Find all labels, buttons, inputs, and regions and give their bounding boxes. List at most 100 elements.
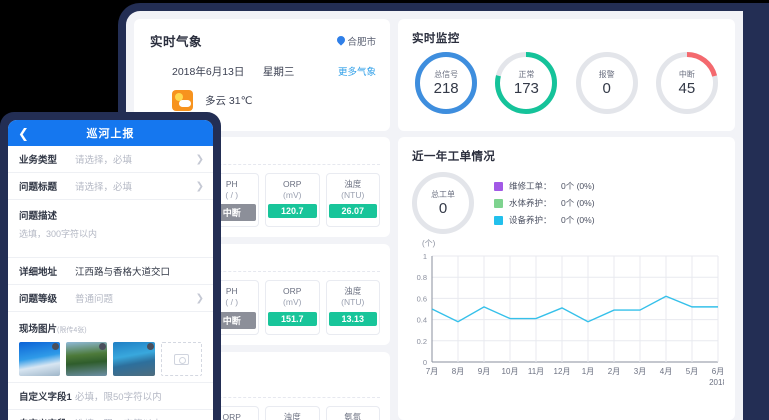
weather-header: 实时气象 合肥市 xyxy=(134,19,390,50)
form-row-value: 江西路与香格大道交口 xyxy=(75,267,171,278)
monitor-ring-value: 218 xyxy=(433,79,459,97)
workorder-total-ring: 总工单 0 xyxy=(412,172,474,234)
metric-card[interactable]: ORP (mV) 151.7 xyxy=(265,280,320,335)
metric-name: 氨氮 xyxy=(344,411,362,420)
workorder-legend-item: 维修工单： 0个 (0%) xyxy=(494,180,595,192)
add-photo-button[interactable] xyxy=(160,342,202,376)
more-weather-link[interactable]: 更多气象 xyxy=(337,67,376,78)
metric-unit: ( / ) xyxy=(225,296,239,307)
metric-value: 13.13 xyxy=(328,311,377,326)
legend-value: 0个 (0%) xyxy=(561,215,595,225)
chart-plot: 0 0.2 0.4 0.6 0.8 1 7月 8月 9月 10月 11月 12月 1月 2月 3月 4月 5月 6… xyxy=(406,248,728,401)
monitor-rings: 总信号 218 正常 173 报警 0 中断 45 xyxy=(398,46,735,114)
workorder-legend-item: 设备养护： 0个 (0%) xyxy=(494,214,595,226)
form-row[interactable]: 问题标题 请选择，必填 ❯ xyxy=(8,173,213,200)
metric-unit: ( / ) xyxy=(225,189,239,200)
monitor-ring-caption: 总信号 xyxy=(434,69,459,79)
chevron-right-icon: ❯ xyxy=(195,292,204,304)
location-pin-icon xyxy=(335,33,348,46)
mobile-title: 巡河上报 xyxy=(86,128,135,140)
photo-river-2[interactable] xyxy=(66,342,108,376)
form-row[interactable]: 详细地址 江西路与香格大道交口 xyxy=(8,258,213,285)
legend-name: 维修工单： xyxy=(509,181,552,191)
monitor-ring-label: 中断 45 xyxy=(656,52,718,114)
sun-cloud-icon xyxy=(172,90,193,111)
svg-text:1月: 1月 xyxy=(582,367,594,376)
site-photos-hint: (限传4张) xyxy=(57,327,87,334)
mobile-header: ❮ 巡河上报 xyxy=(8,120,213,146)
monitor-ring-label: 报警 0 xyxy=(576,52,638,114)
mobile-screen: ❮ 巡河上报 业务类型 请选择，必填 ❯ 问题标题 请选择，必填 ❯ 问题描述 选填，30… xyxy=(8,120,213,420)
metric-name: ORP xyxy=(283,179,302,189)
remove-icon[interactable] xyxy=(99,343,107,350)
monitor-ring-value: 0 xyxy=(602,79,611,97)
svg-text:3月: 3月 xyxy=(634,367,646,376)
weather-title: 实时气象 xyxy=(150,35,203,49)
legend-name: 设备养护： xyxy=(509,215,552,225)
legend-swatch-icon xyxy=(494,198,503,208)
remove-icon[interactable] xyxy=(52,343,60,350)
form-row[interactable]: 问题等级 普通问题 ❯ xyxy=(8,285,213,312)
form-row-label: 详细地址 xyxy=(19,267,58,278)
svg-text:0.2: 0.2 xyxy=(417,337,427,346)
form-row-value: 必填，限50字符以内 xyxy=(75,392,162,403)
site-photos-label: 现场图片 xyxy=(19,324,58,335)
problem-description-label: 问题描述 xyxy=(19,211,58,222)
form-row[interactable]: 自定义字段1 必填，限50字符以内 xyxy=(8,383,213,410)
monitor-ring-0[interactable]: 总信号 218 xyxy=(415,52,478,114)
svg-text:2018: 2018 xyxy=(709,378,724,387)
photo-river-1[interactable] xyxy=(19,342,61,376)
metric-card[interactable]: 浊度 (NTU) 13.13 xyxy=(325,280,380,335)
workorder-legend-item: 水体养护： 0个 (0%) xyxy=(494,197,595,209)
form-row[interactable]: 自定义字段2选填，限50字符以内 xyxy=(8,410,213,420)
svg-text:4月: 4月 xyxy=(660,367,672,376)
form-row[interactable]: 业务类型 请选择，必填 ❯ xyxy=(8,146,213,173)
weather-city[interactable]: 合肥市 xyxy=(335,33,376,48)
mobile-report-panel: ❮ 巡河上报 业务类型 请选择，必填 ❯ 问题标题 请选择，必填 ❯ 问题描述 选填，30… xyxy=(0,112,221,420)
weather-weekday: 星期三 xyxy=(262,66,295,78)
legend-name: 水体养护： xyxy=(509,198,552,208)
monitor-ring-value: 173 xyxy=(513,79,539,97)
monitor-ring-3[interactable]: 中断 45 xyxy=(655,52,718,114)
form-row-value: 请选择，必填 xyxy=(75,182,133,193)
photo-thumbnails xyxy=(19,342,202,376)
workorder-title: 近一年工单情况 xyxy=(412,151,496,163)
weather-condition-row: 多云 31℃ xyxy=(134,80,390,111)
legend-value: 0个 (0%) xyxy=(561,198,595,208)
camera-icon xyxy=(173,353,189,365)
monitor-title: 实时监控 xyxy=(412,33,460,45)
remove-icon[interactable] xyxy=(146,343,154,350)
problem-description-field[interactable]: 问题描述 选填，300字符以内 xyxy=(8,200,213,258)
svg-text:1: 1 xyxy=(423,252,427,261)
metric-card[interactable]: ORP (mV) 120.7 xyxy=(265,173,320,228)
legend-swatch-icon xyxy=(494,181,503,191)
svg-text:12月: 12月 xyxy=(554,367,571,376)
svg-text:7月: 7月 xyxy=(426,367,438,376)
svg-text:11月: 11月 xyxy=(528,367,544,376)
legend-swatch-icon xyxy=(494,215,503,225)
metric-name: 浊度 xyxy=(283,411,301,420)
photo-river-3[interactable] xyxy=(113,342,155,376)
metric-value: 120.7 xyxy=(268,204,317,219)
metric-card[interactable]: 氨氮(mg/L)2.47 xyxy=(325,405,380,420)
chart-y-unit: (个) xyxy=(422,239,436,248)
mobile-form-rows-top: 业务类型 请选择，必填 ❯ 问题标题 请选择，必填 ❯ xyxy=(8,146,213,200)
metric-card[interactable]: 浊度 (NTU) 26.07 xyxy=(325,173,380,228)
form-row-label: 业务类型 xyxy=(19,155,58,166)
monitor-ring-2[interactable]: 报警 0 xyxy=(575,52,638,114)
workorder-total-label: 总工单 0 xyxy=(412,172,474,234)
metric-value: 26.07 xyxy=(328,204,377,219)
metric-name: 浊度 xyxy=(344,286,362,297)
svg-text:0.8: 0.8 xyxy=(417,273,427,282)
workorder-chart: (个) 0 0.2 0.4 0.6 0.8 1 7月 8月 9月 10月 11月 12月 1月 2月 3月 4… xyxy=(406,238,728,390)
metric-card[interactable]: 浊度(NTU)13.86 xyxy=(265,405,320,420)
chevron-right-icon: ❯ xyxy=(195,180,204,192)
site-photos-title: 现场图片(限传4张) xyxy=(19,319,202,337)
monitor-ring-1[interactable]: 正常 173 xyxy=(495,52,558,114)
chevron-left-icon[interactable]: ❮ xyxy=(18,125,29,141)
metric-value: 151.7 xyxy=(268,311,317,326)
svg-text:8月: 8月 xyxy=(452,367,464,376)
weather-date-row: 2018年6月13日 星期三 更多气象 xyxy=(134,50,390,80)
workorder-total-value: 0 xyxy=(438,199,448,217)
